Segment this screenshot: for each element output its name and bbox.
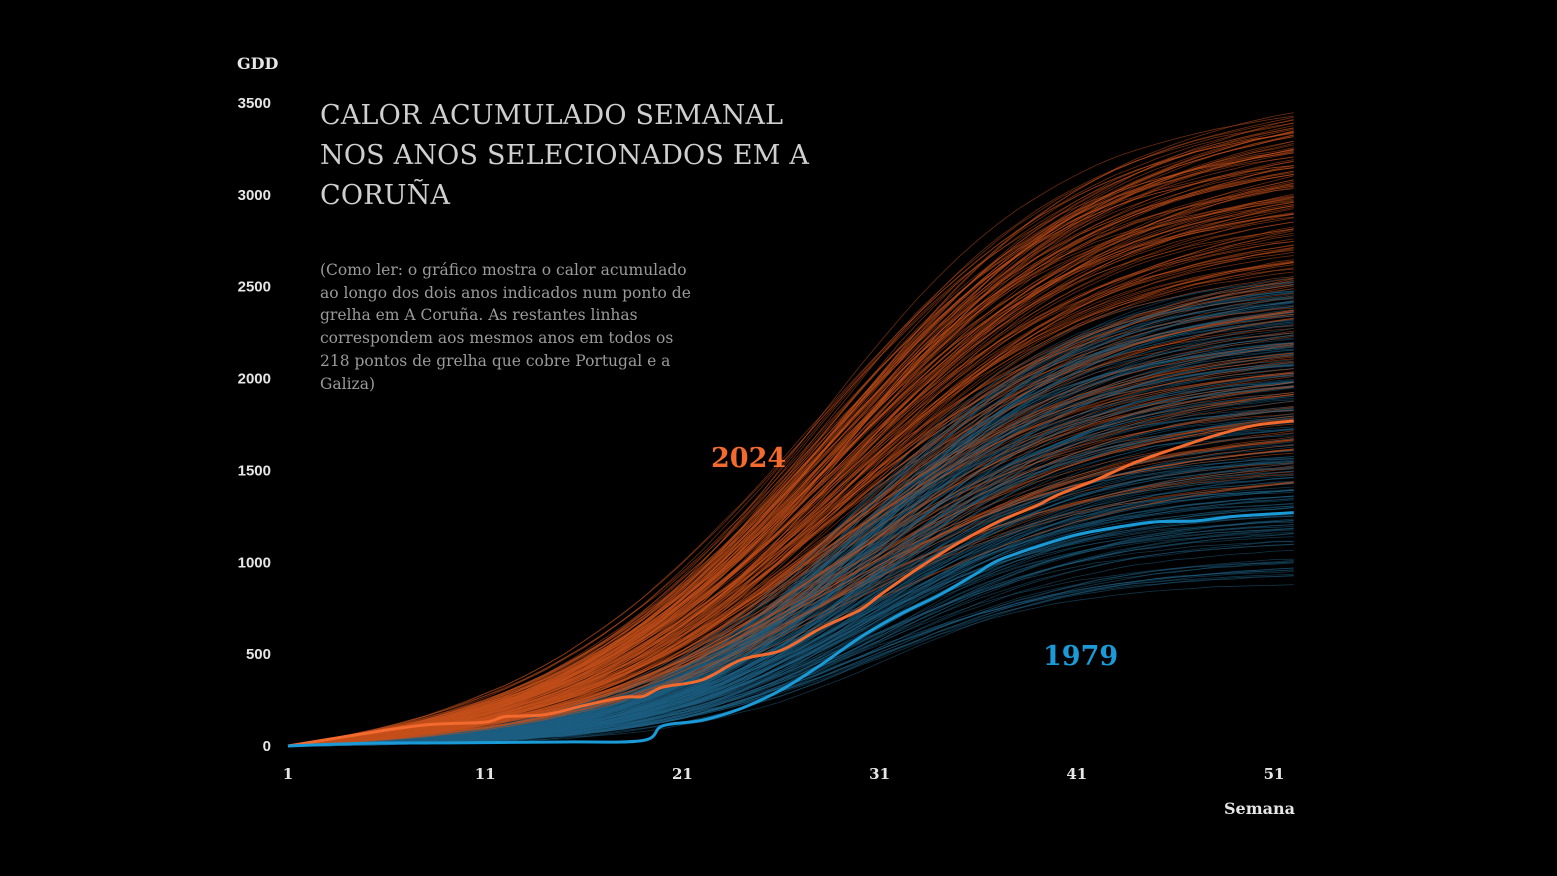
y-axis-label: GDD: [237, 54, 279, 73]
y-tick-label: 3500: [238, 95, 271, 112]
background-lines: [287, 112, 1294, 747]
background-line-1979: [287, 444, 1294, 747]
series-line-2024: [287, 419, 1294, 748]
background-line-2024: [287, 221, 1294, 747]
x-tick-label: 51: [1264, 765, 1285, 783]
chart-description: (Como ler: o gráfico mostra o calor acum…: [320, 261, 691, 393]
highlight-lines: [287, 419, 1294, 748]
background-line-1979: [287, 520, 1294, 747]
background-line-2024: [287, 276, 1294, 747]
y-tick-label: 1500: [238, 462, 271, 479]
y-tick-label: 1000: [238, 554, 271, 571]
background-line-2024: [287, 160, 1294, 747]
series-label-1979: 1979: [1043, 641, 1118, 672]
chart-title: CALOR ACUMULADO SEMANAL NOS ANOS SELECIO…: [320, 100, 810, 211]
background-line-2024: [287, 205, 1294, 747]
background-line-2024: [287, 260, 1294, 747]
background-line-2024: [287, 161, 1294, 747]
background-line-2024: [287, 307, 1294, 747]
background-line-2024: [287, 122, 1294, 747]
background-line-2024: [287, 372, 1294, 747]
background-line-2024: [287, 409, 1294, 746]
x-tick-label: 41: [1066, 765, 1087, 783]
background-line-1979: [287, 322, 1294, 746]
y-tick-label: 2000: [238, 371, 271, 388]
background-line-2024: [287, 284, 1294, 747]
x-axis-label: Semana: [1224, 799, 1295, 818]
background-line-2024: [287, 132, 1294, 747]
background-line-2024: [287, 471, 1294, 747]
background-line-1979: [287, 380, 1294, 747]
background-line-1979: [287, 344, 1294, 747]
y-tick-label: 0: [263, 738, 271, 755]
y-tick-label: 3000: [238, 187, 271, 204]
background-line-2024: [287, 216, 1294, 747]
background-line-2024: [287, 181, 1294, 747]
background-line-2024: [287, 127, 1294, 747]
background-line-2024: [287, 482, 1294, 746]
series-label-2024: 2024: [711, 443, 786, 474]
background-line-2024: [287, 131, 1294, 747]
x-tick-label: 21: [672, 765, 693, 783]
series-line-1979: [287, 511, 1294, 748]
background-line-2024: [287, 193, 1294, 747]
y-tick-label: 2500: [238, 279, 271, 296]
x-tick-label: 11: [475, 765, 496, 783]
background-line-1979: [288, 372, 1294, 747]
background-line-2024: [287, 372, 1294, 747]
y-axis-ticks: 0 500 1000 1500 2000 2500 3000 3500: [238, 95, 271, 755]
background-line-1979: [287, 372, 1294, 747]
background-line-1979: [287, 380, 1294, 747]
x-tick-label: 31: [869, 765, 890, 783]
background-line-2024: [287, 279, 1294, 746]
background-line-2024: [287, 415, 1294, 747]
background-line-2024: [287, 245, 1294, 747]
background-line-2024: [287, 452, 1294, 747]
background-line-2024: [287, 185, 1294, 747]
background-line-2024: [287, 159, 1294, 746]
x-axis-ticks: 1 11 21 31 41 51: [283, 765, 1285, 783]
background-line-2024: [287, 117, 1294, 747]
x-tick-label: 1: [283, 765, 293, 783]
background-line-1979: [288, 470, 1294, 747]
background-line-2024: [287, 439, 1294, 747]
y-tick-label: 500: [246, 646, 271, 663]
background-line-1979: [287, 373, 1294, 747]
